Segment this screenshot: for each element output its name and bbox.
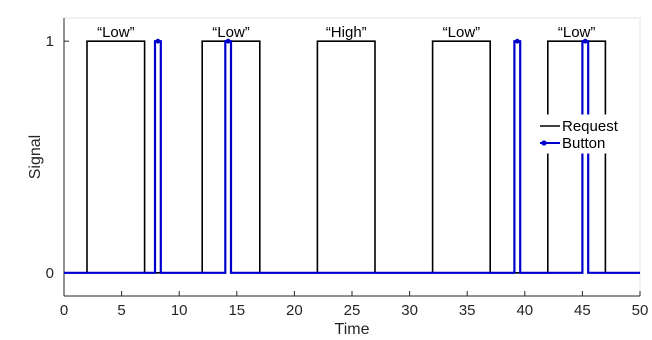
annotation-label: “Low” [212, 24, 250, 41]
x-tick-label: 45 [574, 302, 591, 319]
legend-box [535, 114, 629, 154]
x-tick-label: 5 [117, 302, 125, 319]
y-tick-label: 1 [46, 33, 54, 50]
x-tick-label: 50 [632, 302, 649, 319]
button-series-point [155, 38, 161, 44]
x-tick-label: 20 [286, 302, 303, 319]
annotations: “Low” “Low” “High” “Low” “Low” [97, 24, 595, 41]
x-tick-label: 25 [344, 302, 361, 319]
annotation-label: “Low” [97, 24, 135, 41]
button-series-point [582, 38, 588, 44]
request-series-line [64, 40, 640, 274]
plot-box [63, 17, 641, 297]
button-series-point [514, 38, 520, 44]
x-tick-label: 35 [459, 302, 476, 319]
axis-titles: Time Signal [27, 135, 370, 338]
x-tick-label: 15 [228, 302, 245, 319]
plot-area [63, 17, 641, 297]
y-axis-title: Signal [27, 135, 44, 179]
x-tick-label: 30 [401, 302, 418, 319]
button-legend-marker [541, 140, 547, 146]
tick-labels: 0 5 10 15 20 25 30 35 40 45 50 0 1 [46, 33, 649, 319]
x-axis-title: Time [335, 321, 370, 338]
annotation-label: “Low” [443, 24, 481, 41]
annotation-label: “High” [326, 24, 367, 41]
series-lines [64, 38, 640, 274]
button-series-point [225, 38, 231, 44]
annotation-label: “Low” [558, 24, 596, 41]
x-tick-label: 40 [516, 302, 533, 319]
y-tick-label: 0 [46, 265, 54, 282]
button-legend-label: Button [562, 135, 605, 152]
x-tick-label: 10 [171, 302, 188, 319]
x-tick-label: 0 [60, 302, 68, 319]
request-legend-label: Request [562, 118, 619, 135]
